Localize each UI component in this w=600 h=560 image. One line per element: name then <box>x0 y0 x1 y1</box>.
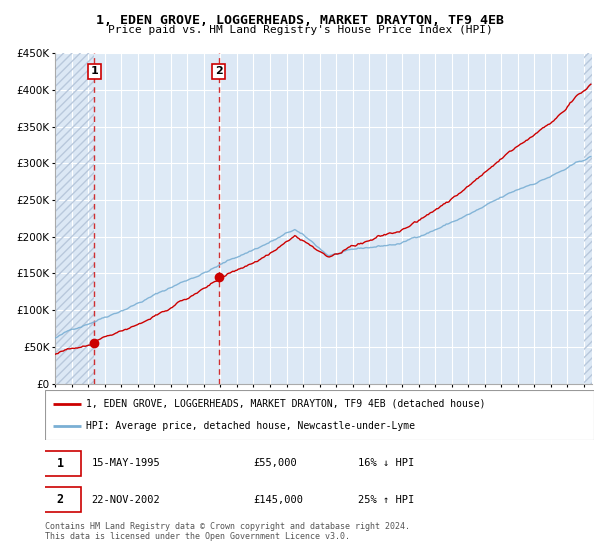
FancyBboxPatch shape <box>45 390 594 440</box>
Text: 1: 1 <box>56 457 64 470</box>
FancyBboxPatch shape <box>40 487 80 512</box>
Text: Contains HM Land Registry data © Crown copyright and database right 2024.
This d: Contains HM Land Registry data © Crown c… <box>45 522 410 542</box>
Bar <box>584 53 592 384</box>
Text: Price paid vs. HM Land Registry's House Price Index (HPI): Price paid vs. HM Land Registry's House … <box>107 25 493 35</box>
Text: 25% ↑ HPI: 25% ↑ HPI <box>358 495 414 505</box>
Text: 2: 2 <box>56 493 64 506</box>
Text: 2: 2 <box>215 67 223 76</box>
Text: £145,000: £145,000 <box>254 495 304 505</box>
Text: 22-NOV-2002: 22-NOV-2002 <box>92 495 160 505</box>
Bar <box>94 53 219 384</box>
Text: £55,000: £55,000 <box>254 459 298 468</box>
Text: 1: 1 <box>91 67 98 76</box>
Text: HPI: Average price, detached house, Newcastle-under-Lyme: HPI: Average price, detached house, Newc… <box>86 421 415 431</box>
Text: 1, EDEN GROVE, LOGGERHEADS, MARKET DRAYTON, TF9 4EB: 1, EDEN GROVE, LOGGERHEADS, MARKET DRAYT… <box>96 14 504 27</box>
Text: 1, EDEN GROVE, LOGGERHEADS, MARKET DRAYTON, TF9 4EB (detached house): 1, EDEN GROVE, LOGGERHEADS, MARKET DRAYT… <box>86 399 485 409</box>
Text: 15-MAY-1995: 15-MAY-1995 <box>92 459 160 468</box>
Text: 16% ↓ HPI: 16% ↓ HPI <box>358 459 414 468</box>
FancyBboxPatch shape <box>40 451 80 476</box>
Bar <box>55 53 94 384</box>
